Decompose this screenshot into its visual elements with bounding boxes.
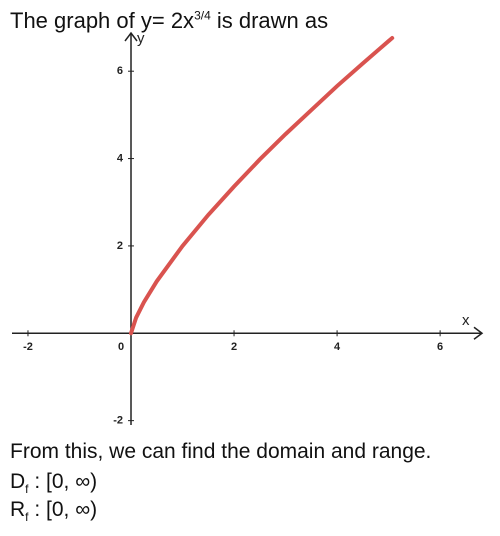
curve xyxy=(129,36,395,336)
x-tick-label: -2 xyxy=(23,341,33,353)
domain: Df : [0, ∞) xyxy=(10,470,97,496)
footer-line: From this, we can find the domain and ra… xyxy=(10,440,432,463)
x-tick-label: 4 xyxy=(334,341,341,353)
range-value: : [0, ∞) xyxy=(28,498,98,521)
range-sub: f xyxy=(25,510,29,525)
y-tick-label: 2 xyxy=(117,240,123,252)
title-text: The graph of y= 2x xyxy=(10,8,195,33)
domain-letter: D xyxy=(10,470,26,493)
domain-sub: f xyxy=(25,482,29,497)
y-tick-label: -2 xyxy=(113,415,123,427)
x-tick-label: 6 xyxy=(437,341,443,353)
domain-value: : [0, ∞) xyxy=(28,470,98,493)
y-tick-label: 6 xyxy=(117,65,123,77)
title-exponent: 3/4 xyxy=(194,8,211,23)
y-arrow xyxy=(124,31,138,42)
y-tick-label: 4 xyxy=(117,152,124,164)
y-axis-label: y xyxy=(137,30,145,47)
title: The graph of y= 2x3/4 is drawn as xyxy=(10,8,328,34)
x-axis-label: x xyxy=(462,312,470,329)
range: Rf : [0, ∞) xyxy=(10,498,97,524)
x-arrow xyxy=(473,326,484,340)
x-tick-label: 0 xyxy=(118,341,124,353)
x-tick-label: 2 xyxy=(231,341,237,353)
range-letter: R xyxy=(10,498,26,521)
title-suffix: is drawn as xyxy=(210,8,329,33)
